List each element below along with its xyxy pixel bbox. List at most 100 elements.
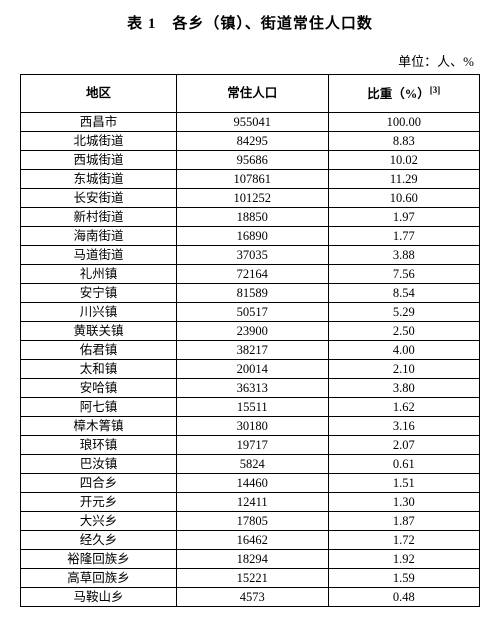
table-row: 海南街道168901.77 — [21, 227, 480, 246]
cell-region: 经久乡 — [21, 531, 177, 550]
cell-population: 14460 — [177, 474, 328, 493]
cell-percent: 1.59 — [328, 569, 479, 588]
cell-percent: 7.56 — [328, 265, 479, 284]
table-row: 太和镇200142.10 — [21, 360, 480, 379]
cell-region: 巴汝镇 — [21, 455, 177, 474]
cell-percent: 3.80 — [328, 379, 479, 398]
cell-region: 海南街道 — [21, 227, 177, 246]
cell-percent: 0.61 — [328, 455, 479, 474]
cell-population: 19717 — [177, 436, 328, 455]
cell-region: 开元乡 — [21, 493, 177, 512]
cell-population: 30180 — [177, 417, 328, 436]
cell-region: 长安街道 — [21, 189, 177, 208]
table-row: 阿七镇155111.62 — [21, 398, 480, 417]
cell-percent: 2.10 — [328, 360, 479, 379]
header-row: 地区 常住人口 比重（%）[3] — [21, 75, 480, 113]
table-row: 四合乡144601.51 — [21, 474, 480, 493]
cell-region: 琅环镇 — [21, 436, 177, 455]
table-row: 西昌市955041100.00 — [21, 113, 480, 132]
table-row: 黄联关镇239002.50 — [21, 322, 480, 341]
cell-percent: 1.77 — [328, 227, 479, 246]
cell-region: 安宁镇 — [21, 284, 177, 303]
cell-region: 大兴乡 — [21, 512, 177, 531]
table-row: 大兴乡178051.87 — [21, 512, 480, 531]
table-row: 马道街道370353.88 — [21, 246, 480, 265]
table-row: 巴汝镇58240.61 — [21, 455, 480, 474]
cell-region: 佑君镇 — [21, 341, 177, 360]
cell-percent: 10.02 — [328, 151, 479, 170]
cell-region: 裕隆回族乡 — [21, 550, 177, 569]
cell-region: 北城街道 — [21, 132, 177, 151]
table-row: 新村街道188501.97 — [21, 208, 480, 227]
cell-region: 安哈镇 — [21, 379, 177, 398]
cell-region: 新村街道 — [21, 208, 177, 227]
table-row: 樟木箐镇301803.16 — [21, 417, 480, 436]
unit-label: 单位：人、% — [20, 51, 480, 70]
cell-percent: 1.87 — [328, 512, 479, 531]
cell-percent: 8.83 — [328, 132, 479, 151]
table-row: 北城街道842958.83 — [21, 132, 480, 151]
cell-region: 礼州镇 — [21, 265, 177, 284]
table-row: 佑君镇382174.00 — [21, 341, 480, 360]
cell-population: 50517 — [177, 303, 328, 322]
table-title: 表 1 各乡（镇）、街道常住人口数 — [20, 12, 480, 33]
cell-percent: 1.51 — [328, 474, 479, 493]
cell-region: 马道街道 — [21, 246, 177, 265]
percent-header-sup: [3] — [430, 85, 441, 95]
cell-percent: 8.54 — [328, 284, 479, 303]
cell-region: 西昌市 — [21, 113, 177, 132]
cell-population: 72164 — [177, 265, 328, 284]
table-row: 开元乡124111.30 — [21, 493, 480, 512]
table-row: 安宁镇815898.54 — [21, 284, 480, 303]
percent-header-text: 比重（%） — [367, 87, 430, 101]
cell-percent: 5.29 — [328, 303, 479, 322]
cell-population: 107861 — [177, 170, 328, 189]
cell-population: 84295 — [177, 132, 328, 151]
cell-population: 5824 — [177, 455, 328, 474]
cell-population: 16462 — [177, 531, 328, 550]
cell-percent: 4.00 — [328, 341, 479, 360]
cell-population: 23900 — [177, 322, 328, 341]
cell-population: 15511 — [177, 398, 328, 417]
cell-population: 12411 — [177, 493, 328, 512]
cell-population: 81589 — [177, 284, 328, 303]
table-row: 琅环镇197172.07 — [21, 436, 480, 455]
cell-population: 18850 — [177, 208, 328, 227]
cell-region: 黄联关镇 — [21, 322, 177, 341]
cell-percent: 1.92 — [328, 550, 479, 569]
cell-percent: 1.30 — [328, 493, 479, 512]
cell-percent: 1.72 — [328, 531, 479, 550]
cell-population: 4573 — [177, 588, 328, 607]
cell-percent: 10.60 — [328, 189, 479, 208]
table-row: 裕隆回族乡182941.92 — [21, 550, 480, 569]
cell-population: 17805 — [177, 512, 328, 531]
col-header-population: 常住人口 — [177, 75, 328, 113]
cell-population: 955041 — [177, 113, 328, 132]
col-header-region: 地区 — [21, 75, 177, 113]
col-header-percent: 比重（%）[3] — [328, 75, 479, 113]
table-row: 西城街道9568610.02 — [21, 151, 480, 170]
cell-population: 18294 — [177, 550, 328, 569]
population-table: 地区 常住人口 比重（%）[3] 西昌市955041100.00北城街道8429… — [20, 74, 480, 607]
cell-region: 阿七镇 — [21, 398, 177, 417]
cell-region: 川兴镇 — [21, 303, 177, 322]
cell-percent: 11.29 — [328, 170, 479, 189]
cell-population: 36313 — [177, 379, 328, 398]
table-row: 高草回族乡152211.59 — [21, 569, 480, 588]
table-row: 东城街道10786111.29 — [21, 170, 480, 189]
table-body: 西昌市955041100.00北城街道842958.83西城街道9568610.… — [21, 113, 480, 607]
cell-population: 95686 — [177, 151, 328, 170]
cell-population: 38217 — [177, 341, 328, 360]
cell-population: 15221 — [177, 569, 328, 588]
table-row: 长安街道10125210.60 — [21, 189, 480, 208]
table-row: 马鞍山乡45730.48 — [21, 588, 480, 607]
cell-population: 20014 — [177, 360, 328, 379]
cell-percent: 3.16 — [328, 417, 479, 436]
cell-percent: 1.97 — [328, 208, 479, 227]
table-row: 安哈镇363133.80 — [21, 379, 480, 398]
cell-region: 西城街道 — [21, 151, 177, 170]
cell-percent: 100.00 — [328, 113, 479, 132]
cell-population: 16890 — [177, 227, 328, 246]
cell-region: 太和镇 — [21, 360, 177, 379]
table-row: 川兴镇505175.29 — [21, 303, 480, 322]
